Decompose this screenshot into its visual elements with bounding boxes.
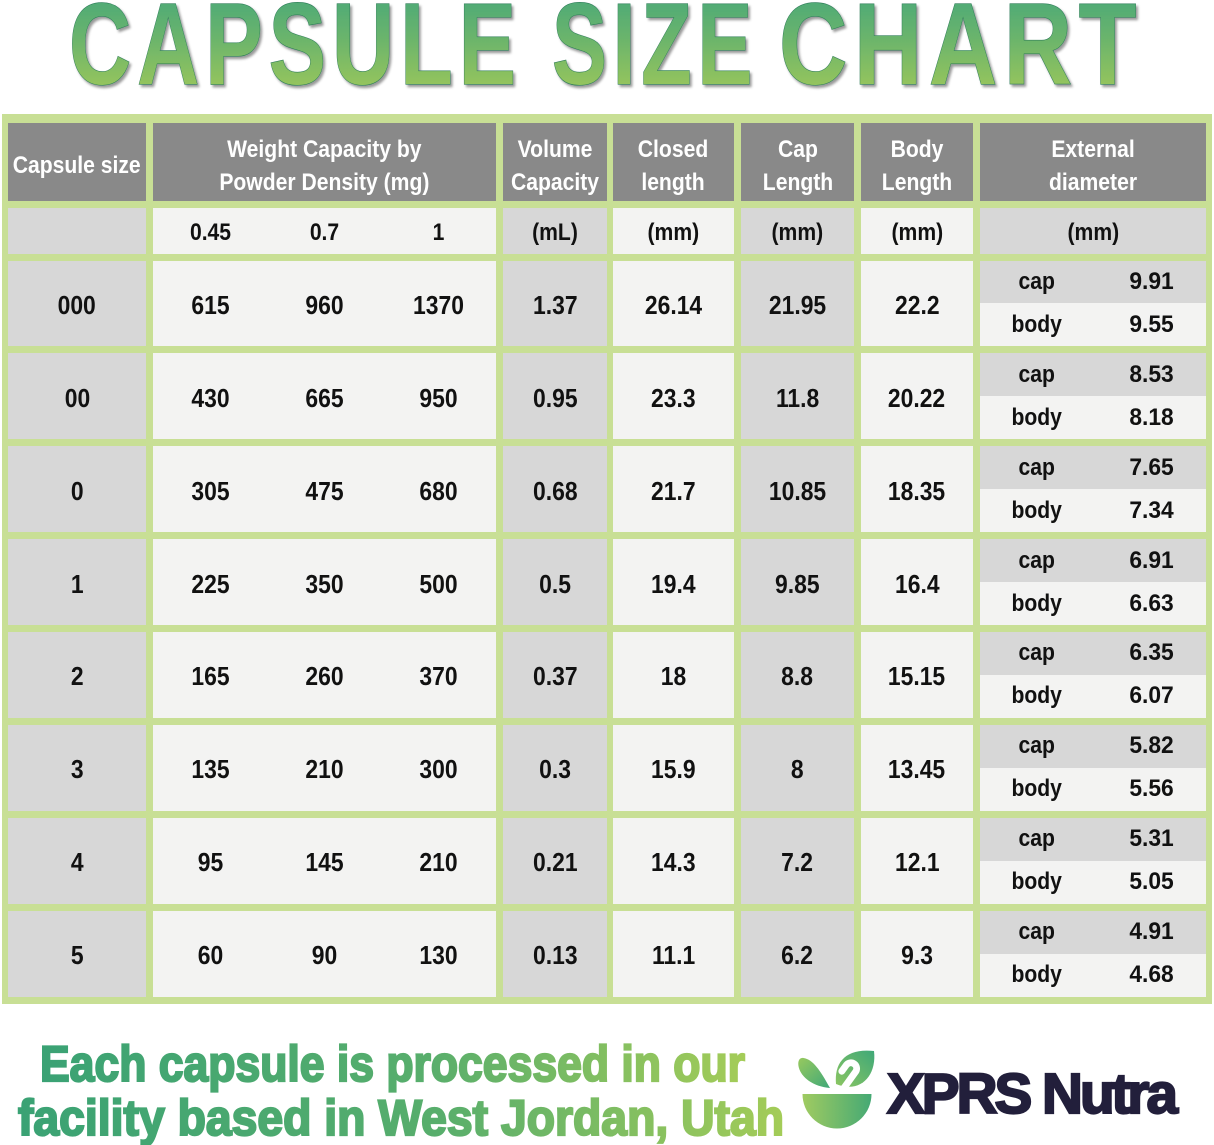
- svg-text:facility based in West Jordan,: facility based in West Jordan, Utah: [18, 1090, 784, 1145]
- svg-text:Each capsule is processed in o: Each capsule is processed in our: [40, 1036, 745, 1092]
- svg-text:XPRS Nutra: XPRS Nutra: [887, 1062, 1179, 1126]
- svg-text:CHART: CHART: [779, 0, 1143, 109]
- svg-text:CAPSULE: CAPSULE: [69, 0, 522, 109]
- svg-text:SIZE: SIZE: [552, 0, 758, 109]
